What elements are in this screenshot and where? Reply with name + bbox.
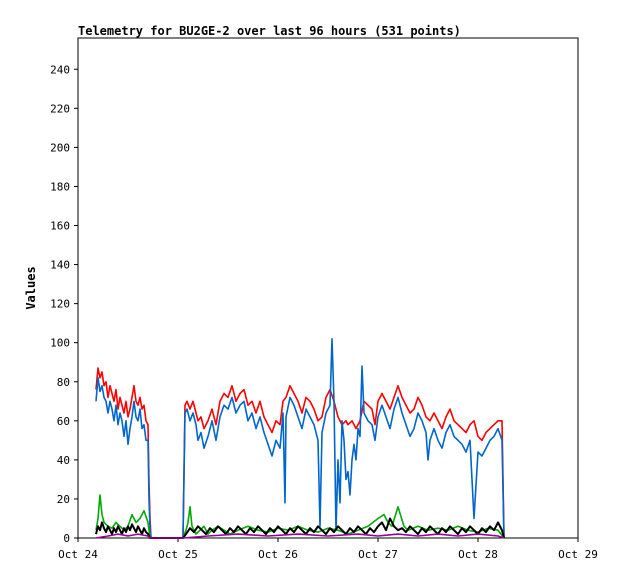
- series-layer: [95, 338, 505, 539]
- x-tick-label: Oct 25: [158, 548, 198, 561]
- y-tick-label: 100: [50, 337, 70, 350]
- x-tick-label: Oct 26: [258, 548, 298, 561]
- y-tick-label: 180: [50, 180, 70, 193]
- y-tick-label: 240: [50, 63, 70, 76]
- series-line: [95, 517, 505, 539]
- y-tick-label: 220: [50, 102, 70, 115]
- series-line: [95, 533, 505, 539]
- y-tick-label: 0: [63, 532, 70, 545]
- series-line: [95, 367, 505, 539]
- y-tick-label: 60: [57, 415, 70, 428]
- x-tick-label: Oct 27: [358, 548, 398, 561]
- x-tick-label: Oct 28: [458, 548, 498, 561]
- y-tick-label: 20: [57, 493, 70, 506]
- y-tick-label: 40: [57, 454, 70, 467]
- chart-title: Telemetry for BU2GE-2 over last 96 hours…: [78, 24, 461, 38]
- x-tick-label: Oct 29: [558, 548, 598, 561]
- y-tick-label: 120: [50, 298, 70, 311]
- plot-area: [77, 37, 579, 539]
- y-tick-label: 160: [50, 220, 70, 233]
- series-line: [95, 338, 505, 539]
- y-axis: 0 20 40 60 80 100 120 140 160 180 200 220 240: [50, 63, 78, 545]
- x-axis: Oct 24 Oct 25 Oct 26 Oct 27 Oct 28 Oct 29: [58, 538, 598, 561]
- y-tick-label: 200: [50, 141, 70, 154]
- y-tick-label: 140: [50, 259, 70, 272]
- x-tick-label: Oct 24: [58, 548, 98, 561]
- y-axis-label: Values: [24, 266, 38, 309]
- y-tick-label: 80: [57, 376, 70, 389]
